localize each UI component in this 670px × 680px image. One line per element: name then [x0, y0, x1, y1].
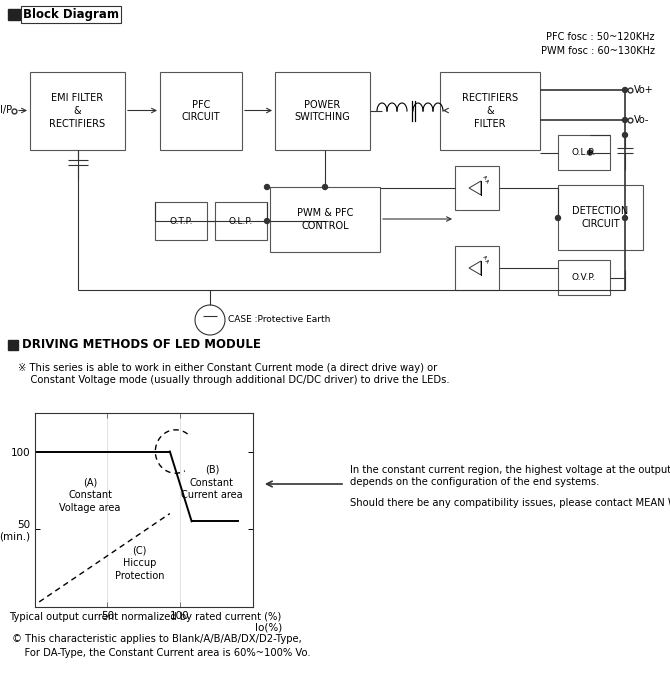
Text: In the constant current region, the highest voltage at the output of the driver: In the constant current region, the high…	[350, 465, 670, 475]
Text: Io(%): Io(%)	[255, 622, 283, 632]
Bar	[8, 340, 18, 350]
Bar	[455, 166, 499, 210]
Circle shape	[622, 133, 628, 137]
Bar	[160, 72, 242, 150]
Circle shape	[322, 184, 328, 190]
Text: depends on the configuration of the end systems.: depends on the configuration of the end …	[350, 477, 600, 487]
Circle shape	[622, 118, 628, 122]
Text: O.T.P.: O.T.P.	[170, 216, 193, 226]
Text: O.L.P.: O.L.P.	[229, 216, 253, 226]
Bar	[558, 185, 643, 250]
Text: PWM & PFC
CONTROL: PWM & PFC CONTROL	[297, 208, 353, 231]
Bar	[440, 72, 540, 150]
Text: Block Diagram: Block Diagram	[23, 8, 119, 21]
Text: O.V.P.: O.V.P.	[572, 273, 596, 282]
Text: PFC
CIRCUIT: PFC CIRCUIT	[182, 99, 220, 122]
Text: DRIVING METHODS OF LED MODULE: DRIVING METHODS OF LED MODULE	[22, 339, 261, 352]
Text: Vo+: Vo+	[634, 85, 654, 95]
Text: ※ This series is able to work in either Constant Current mode (a direct drive wa: ※ This series is able to work in either …	[18, 363, 438, 373]
Text: (A)
Constant
Voltage area: (A) Constant Voltage area	[60, 477, 121, 513]
Text: (C)
Hiccup
Protection: (C) Hiccup Protection	[115, 545, 164, 581]
Circle shape	[265, 218, 269, 224]
Bar	[30, 72, 125, 150]
Text: For DA-Type, the Constant Current area is 60%~100% Vo.: For DA-Type, the Constant Current area i…	[12, 648, 311, 658]
Text: CASE :Protective Earth: CASE :Protective Earth	[228, 316, 330, 324]
Bar	[455, 246, 499, 290]
Circle shape	[588, 150, 592, 155]
Text: RECTIFIERS
&
FILTER: RECTIFIERS & FILTER	[462, 93, 518, 129]
Bar	[155, 202, 207, 240]
Text: Typical output current normalized by rated current (%): Typical output current normalized by rat…	[9, 612, 281, 622]
Text: I/P: I/P	[0, 105, 12, 116]
Text: (B)
Constant
Current area: (B) Constant Current area	[181, 464, 243, 500]
Circle shape	[622, 216, 628, 220]
Text: © This characteristic applies to Blank/A/B/AB/DX/D2-Type,: © This characteristic applies to Blank/A…	[12, 634, 302, 644]
Bar	[8, 9, 20, 20]
Text: Constant Voltage mode (usually through additional DC/DC driver) to drive the LED: Constant Voltage mode (usually through a…	[18, 375, 450, 385]
Text: Vo-: Vo-	[634, 115, 649, 125]
Bar	[558, 260, 610, 295]
Bar	[270, 187, 380, 252]
Text: Should there be any compatibility issues, please contact MEAN WELL.: Should there be any compatibility issues…	[350, 498, 670, 508]
Bar	[215, 202, 267, 240]
Text: DETECTION
CIRCUIT: DETECTION CIRCUIT	[572, 206, 628, 229]
Text: POWER
SWITCHING: POWER SWITCHING	[295, 99, 350, 122]
Circle shape	[622, 88, 628, 92]
Text: O.L.P.: O.L.P.	[572, 148, 596, 157]
Circle shape	[555, 216, 561, 220]
Bar	[275, 72, 370, 150]
Bar	[558, 135, 610, 170]
Circle shape	[265, 184, 269, 190]
Text: EMI FILTER
&
RECTIFIERS: EMI FILTER & RECTIFIERS	[50, 93, 106, 129]
Text: PFC fosc : 50~120KHz
PWM fosc : 60~130KHz: PFC fosc : 50~120KHz PWM fosc : 60~130KH…	[541, 32, 655, 56]
